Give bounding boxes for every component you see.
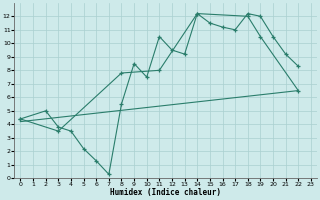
X-axis label: Humidex (Indice chaleur): Humidex (Indice chaleur) (110, 188, 221, 197)
